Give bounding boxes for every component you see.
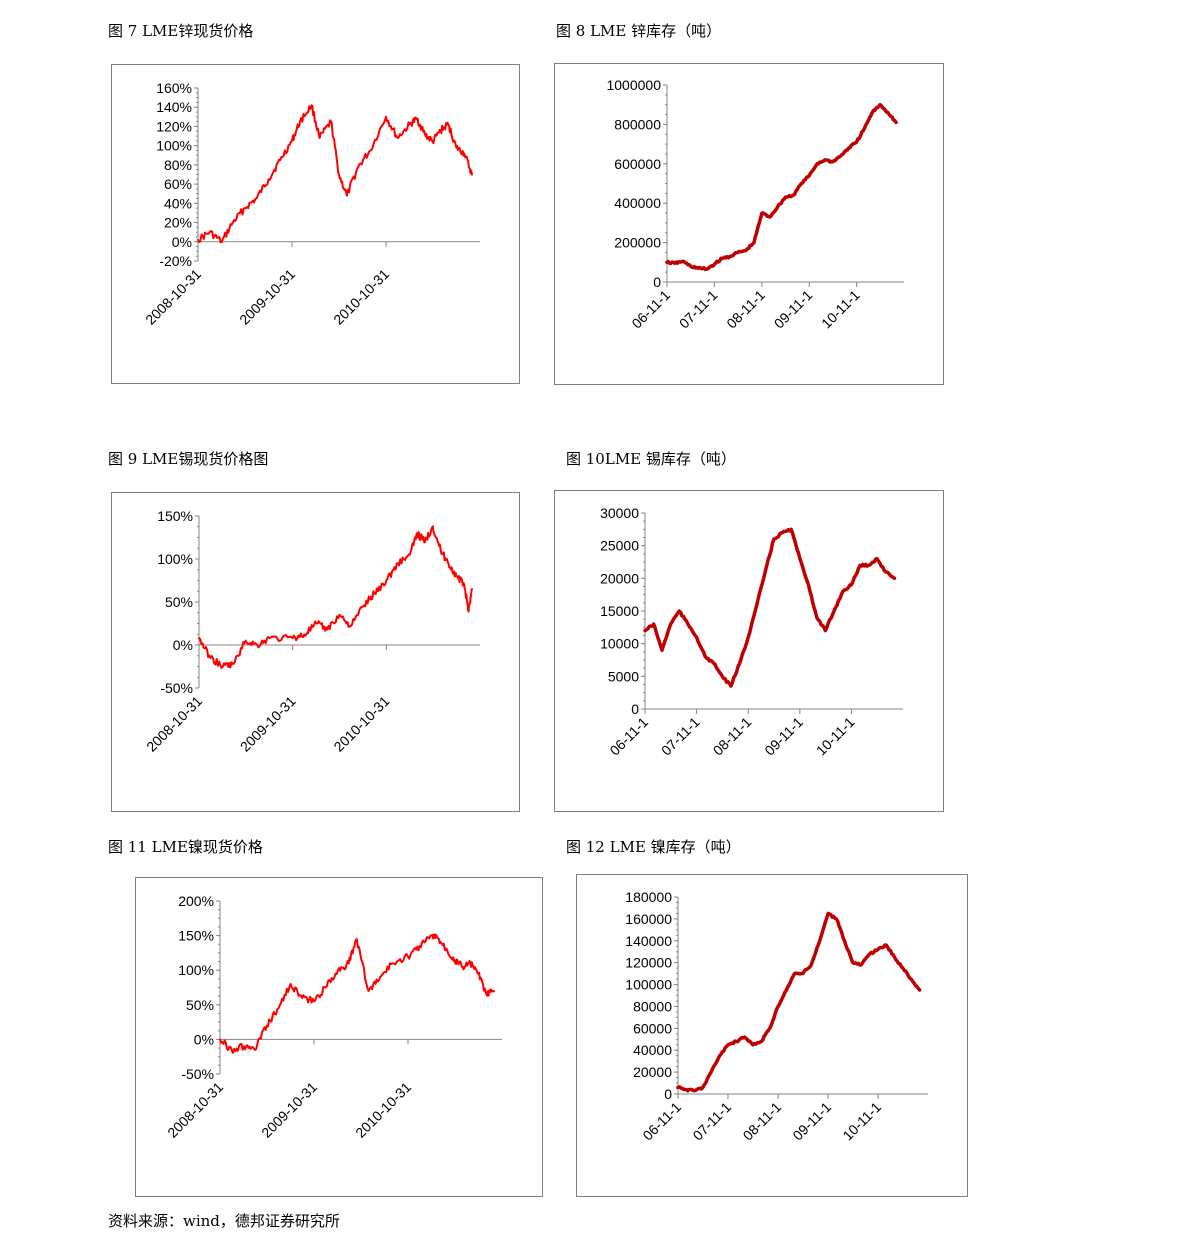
x-tick-label: 09-11-1 (771, 287, 816, 332)
y-tick-label: 600000 (614, 156, 661, 172)
y-tick-label: 20000 (600, 570, 639, 586)
y-tick-label: 15000 (600, 603, 639, 619)
y-tick-label: 20000 (633, 1064, 672, 1080)
x-tick-label: 09-11-1 (789, 1099, 834, 1144)
y-tick-label: 50% (165, 594, 193, 610)
y-tick-label: 60% (164, 176, 192, 192)
y-tick-label: 200000 (614, 235, 661, 251)
x-tick-label: 2009-10-31 (236, 266, 298, 328)
x-tick-label: 2010-10-31 (352, 1079, 414, 1141)
x-tick-label: 09-11-1 (761, 714, 806, 759)
y-tick-label: 40% (164, 195, 192, 211)
y-tick-label: 140000 (625, 933, 672, 949)
y-tick-label: 100% (178, 962, 214, 978)
y-tick-label: 120000 (625, 955, 672, 971)
y-tick-label: 40000 (633, 1042, 672, 1058)
y-tick-label: 100000 (625, 977, 672, 993)
y-tick-label: 1000000 (606, 77, 661, 93)
chart-svg: 30000 25000 20000 15000 10000 5000 006-11-1 07-… (600, 505, 903, 759)
chart-tin-stock: 30000 25000 20000 15000 10000 5000 0 06-11-1 07-… (554, 490, 944, 812)
y-tick-label: -50% (160, 680, 193, 696)
y-tick-label: 20% (164, 215, 192, 231)
y-tick-label: 0% (173, 637, 193, 653)
y-tick-label: 120% (156, 118, 192, 134)
y-tick-label: 140% (156, 99, 192, 115)
chart-caption: 图 8 LME 锌库存（吨） (556, 22, 722, 40)
x-tick-label: 10-11-1 (813, 714, 858, 759)
x-tick-label: 2008-10-31 (142, 266, 204, 328)
y-tick-label: 0% (194, 1031, 214, 1047)
y-tick-label: -50% (181, 1066, 214, 1082)
chart-nickel-stock: 180000 160000 140000 120000 100000 80000 60000… (576, 874, 968, 1197)
x-tick-label: 07-11-1 (658, 714, 703, 759)
x-tick-label: 06-11-1 (628, 287, 673, 332)
chart-caption: 图 12 LME 镍库存（吨） (566, 838, 741, 856)
source-note: 资料来源：wind，德邦证券研究所 (108, 1212, 340, 1230)
y-tick-label: 800000 (614, 116, 661, 132)
x-tick-label: 07-11-1 (689, 1099, 734, 1144)
y-tick-label: 0 (653, 274, 661, 290)
y-tick-label: -20% (159, 253, 192, 269)
x-tick-label: 08-11-1 (723, 287, 768, 332)
x-tick-label: 2010-10-31 (330, 266, 392, 328)
x-tick-label: 2009-10-31 (237, 693, 299, 755)
chart-zinc-price: 160% 140% 120% 100% 80% 60% 40% 20% 0% -20% 2008-1… (111, 64, 520, 384)
series-line (676, 911, 922, 1093)
x-tick-label: 06-11-1 (639, 1099, 684, 1144)
chart-tin-price: 150% 100% 50% 0% -50% 2008-10-31 2009-10-31 201… (111, 492, 520, 812)
y-tick-label: 160000 (625, 911, 672, 927)
y-tick-label: 0% (172, 234, 192, 250)
series-line (665, 102, 898, 272)
y-tick-label: 60000 (633, 1020, 672, 1036)
x-tick-label: 08-11-1 (710, 714, 755, 759)
chart-caption: 图 9 LME锡现货价格图 (108, 450, 269, 468)
chart-caption: 图 10LME 锡库存（吨） (566, 450, 736, 468)
x-tick-label: 10-11-1 (839, 1099, 884, 1144)
y-tick-label: 400000 (614, 195, 661, 211)
x-tick-label: 07-11-1 (676, 287, 721, 332)
x-tick-label: 2008-10-31 (143, 693, 205, 755)
y-tick-label: 100% (156, 138, 192, 154)
x-tick-label: 10-11-1 (818, 287, 863, 332)
y-tick-label: 200% (178, 893, 214, 909)
series-line (198, 525, 473, 669)
y-tick-label: 0 (664, 1086, 672, 1102)
series-line (219, 933, 495, 1054)
y-tick-label: 25000 (600, 538, 639, 554)
x-tick-label: 2009-10-31 (258, 1079, 320, 1141)
y-tick-label: 50% (186, 997, 214, 1013)
series-line (643, 527, 897, 688)
y-tick-label: 180000 (625, 889, 672, 905)
chart-svg: 160% 140% 120% 100% 80% 60% 40% 20% 0% -20%2008-1… (142, 80, 480, 328)
y-tick-label: 80% (164, 157, 192, 173)
chart-svg: 200% 150% 100% 50% 0% -50%2008-10-31 2009-10-3… (164, 893, 502, 1141)
y-tick-label: 30000 (600, 505, 639, 521)
chart-caption: 图 11 LME镍现货价格 (108, 838, 263, 856)
chart-zinc-stock: 1000000 800000 600000 400000 200000 0 06-11-1 0… (554, 63, 944, 385)
chart-caption: 图 7 LME锌现货价格 (108, 22, 254, 40)
chart-svg: 180000 160000 140000 120000 100000 80000 60000… (625, 889, 928, 1144)
chart-svg: 150% 100% 50% 0% -50%2008-10-31 2009-10-31 201… (143, 508, 480, 755)
y-tick-label: 0 (631, 701, 639, 717)
x-tick-label: 08-11-1 (740, 1099, 785, 1144)
x-tick-label: 2010-10-31 (330, 693, 392, 755)
y-tick-label: 10000 (600, 636, 639, 652)
y-tick-label: 150% (178, 928, 214, 944)
series-line (197, 104, 473, 244)
y-tick-label: 150% (157, 508, 193, 524)
chart-nickel-price: 200% 150% 100% 50% 0% -50% 2008-10-31 2009-10-3… (135, 877, 543, 1197)
y-tick-label: 80000 (633, 998, 672, 1014)
x-tick-label: 06-11-1 (606, 714, 651, 759)
y-tick-label: 5000 (608, 668, 639, 684)
y-tick-label: 100% (157, 551, 193, 567)
x-tick-label: 2008-10-31 (164, 1079, 226, 1141)
y-tick-label: 160% (156, 80, 192, 96)
